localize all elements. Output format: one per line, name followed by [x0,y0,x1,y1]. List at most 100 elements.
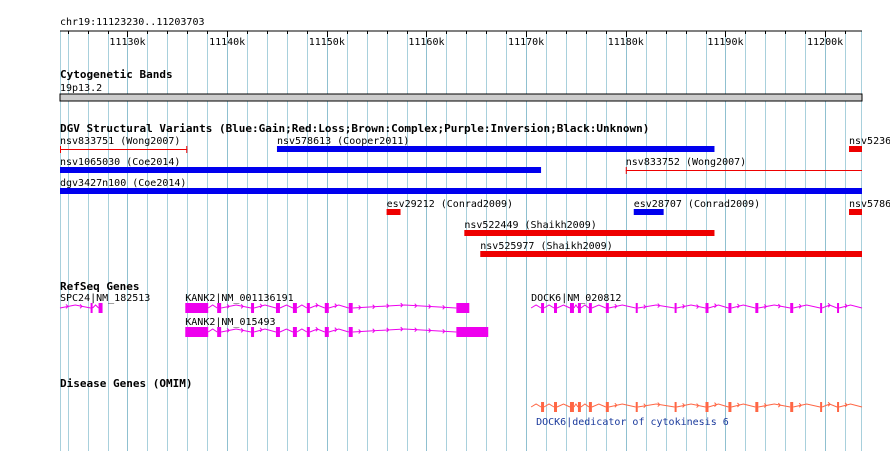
exon [569,303,574,313]
dgv-variant-bar[interactable] [276,146,715,152]
intron [530,403,542,408]
strand-chevron [372,328,376,334]
intron [556,403,571,408]
intron [253,328,277,333]
strand-chevron [315,302,319,308]
exon [705,402,709,412]
dgv-variant[interactable]: esv28707 (Conrad2009) [633,199,760,215]
dgv-variant-label: nsv5786 [849,199,890,210]
strand-chevron [259,327,263,333]
dgv-variant[interactable]: nsv1065030 (Coe2014) [60,157,542,173]
intron [676,304,706,309]
dgv-variant[interactable]: nsv525977 (Shaikh2009) [480,241,862,257]
strand-chevron [226,304,230,309]
dgv-variant-bar[interactable] [849,146,862,152]
exon [217,303,222,313]
strand-chevron [696,304,700,309]
exon [324,303,329,313]
dgv-variant[interactable]: dgv3427n100 (Coe2014) [60,178,862,194]
dgv-variant-label: nsv833752 (Wong2007) [626,157,746,168]
ruler: chr19:11123230..11203703 11130k 11140k 111… [60,17,862,48]
intron [59,304,91,309]
strand-chevron [400,302,404,308]
dgv-variant-bar[interactable] [849,209,862,215]
strand-chevron [259,303,263,309]
intron [758,304,791,309]
dgv-variant-bar[interactable] [386,209,401,215]
ideogram-band[interactable] [59,93,863,102]
dgv-variant[interactable]: nsv833751 (Wong2007) [60,136,188,153]
dgv-variant[interactable]: nsv5786 [849,199,890,215]
strand-chevron [442,328,446,334]
exon [251,327,255,337]
refseq-gene[interactable]: DOCK6|NM_020812 [530,293,863,313]
refseq-gene-label: KANK2|NM_001136191 [185,293,293,304]
strand-chevron [737,402,741,408]
strand-chevron [428,328,432,333]
strand-chevron [777,303,782,309]
intron [637,403,675,408]
dgv-variant-bar[interactable] [480,251,862,257]
strand-chevron [442,304,446,310]
exon [635,402,638,412]
dgv-variant[interactable]: nsv522449 (Shaikh2009) [464,220,715,236]
exon [541,402,545,412]
dgv-variant-label: nsv833751 (Wong2007) [60,136,180,147]
dgv-variant[interactable]: nsv833752 (Wong2007) [625,157,862,174]
cytoband-track-title: Cytogenetic Bands [60,68,173,81]
ruler-tick-label: 11140k [209,37,245,48]
strand-chevron [334,303,338,308]
refseq-gene[interactable]: SPC24|NM_182513 [59,293,150,313]
intron [580,304,590,309]
dgv-variant-label: nsv1065030 (Coe2014) [60,157,180,168]
intron [573,403,579,408]
dgv-variant-bar[interactable] [464,230,715,236]
refseq-gene[interactable]: KANK2|NM_001136191 [185,293,470,313]
intron [543,304,555,309]
intron [92,304,99,309]
intron [591,304,607,309]
intron [793,304,821,309]
cytoband-label: 19p13.2 [60,83,102,94]
dgv-variant-label: esv28707 (Conrad2009) [634,199,760,210]
strand-chevron [386,327,390,333]
dgv-variant-bar[interactable] [60,167,542,173]
strand-chevron [358,329,362,334]
exon [605,402,609,412]
exon [837,402,840,412]
strand-chevron [844,402,848,408]
strand-chevron [414,327,418,333]
strand-chevron [827,302,831,308]
ruler-tick-label: 11190k [707,37,743,48]
exon [605,303,609,313]
refseq-track-title: RefSeq Genes [60,280,139,293]
exon [728,303,732,313]
exon [837,303,840,313]
intron [838,304,863,309]
strand-chevron [827,401,831,407]
intron [556,304,571,309]
exon [820,402,823,412]
intron [543,403,555,408]
dgv-variant-bar[interactable] [60,188,862,194]
dgv-variant[interactable]: nsv5236 [849,136,890,152]
intron [758,403,791,408]
dgv-variant-label: nsv5236 [849,136,890,147]
cytoband-track[interactable]: Cytogenetic Bands 19p13.2 [59,68,863,102]
strand-chevron [714,303,718,308]
exon [755,303,759,313]
exon [554,303,558,313]
strand-chevron [657,402,661,407]
strand-chevron [798,303,802,309]
omim-gene[interactable]: DOCK6|dedicator of cytokinesis 6 [530,401,863,428]
intron [731,304,756,309]
intron [207,328,218,333]
intron [279,304,294,309]
dgv-variant-bar[interactable] [633,209,664,215]
dgv-variant[interactable]: esv29212 (Conrad2009) [386,199,513,215]
refseq-gene[interactable]: KANK2|NM_015493 [185,317,489,337]
intron [352,328,457,333]
dgv-variant[interactable]: nsv578613 (Cooper2011) [276,136,715,152]
dgv-track-title: DGV Structural Variants (Blue:Gain;Red:L… [60,122,649,135]
ruler-tick-label: 11180k [608,37,644,48]
